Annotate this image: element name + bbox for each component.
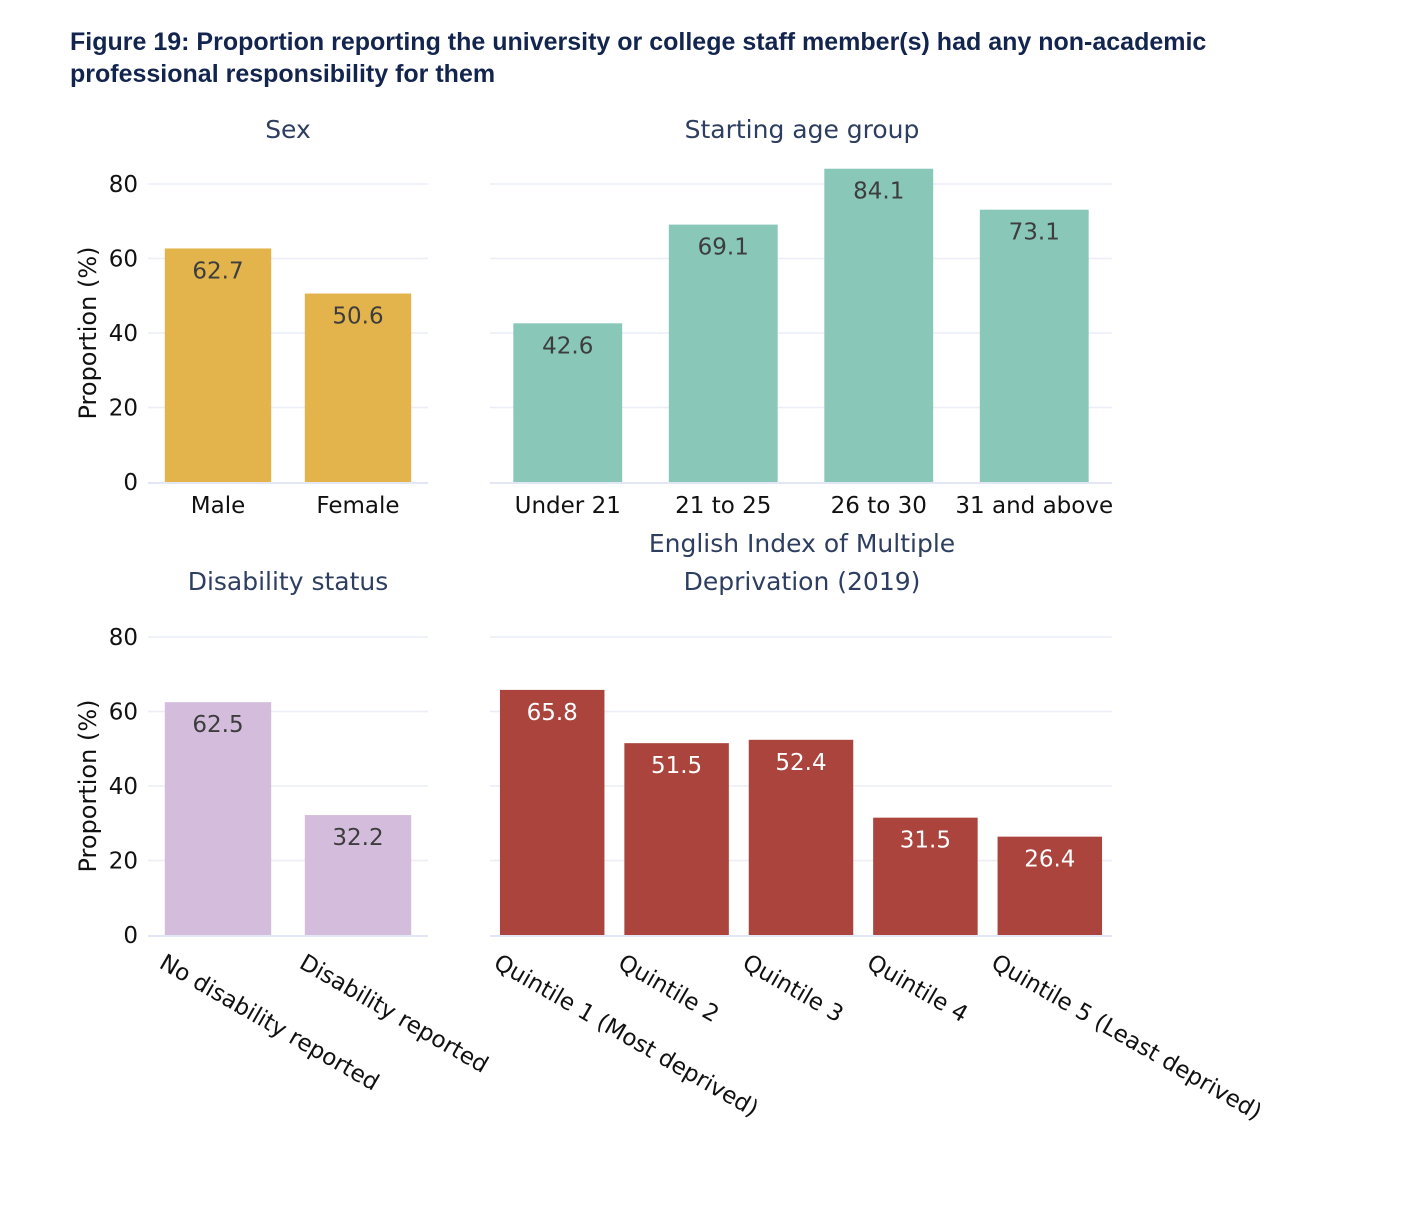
y-tick-label: 40	[109, 321, 138, 347]
y-tick-label: 80	[109, 172, 138, 198]
bar	[668, 224, 778, 483]
bar	[997, 836, 1103, 935]
bar-value-label: 50.6	[332, 304, 383, 330]
y-axis-label: Proportion (%)	[74, 247, 102, 420]
bar	[164, 248, 272, 482]
bar	[824, 168, 934, 483]
bar	[748, 739, 854, 935]
bar-value-label: 26.4	[1024, 847, 1075, 873]
bar-value-label: 52.4	[775, 750, 826, 776]
panel-title: Deprivation (2019)	[684, 567, 921, 596]
x-tick-label: 26 to 30	[831, 493, 927, 519]
bar	[499, 689, 605, 935]
panel-title: English Index of Multiple	[649, 529, 955, 558]
bar-value-label: 62.7	[192, 258, 243, 284]
x-tick-label: No disability reported	[155, 950, 383, 1097]
bar-value-label: 69.1	[698, 235, 749, 261]
bar	[304, 293, 412, 482]
bar-value-label: 73.1	[1009, 220, 1060, 246]
bar-value-label: 51.5	[651, 753, 702, 779]
panel-title: Sex	[265, 115, 311, 144]
panel-title: Starting age group	[685, 115, 920, 144]
panel-english-index-of-multiple-deprivation-2019: English Index of Multiple Deprivation (20…	[489, 529, 1266, 1126]
x-tick-label: Female	[316, 493, 399, 519]
panel-sex: 0 20 40 60 80 Proportion (%) Sex 62.7 Male 50.6 Fe…	[74, 115, 428, 519]
bar-value-label: 42.6	[542, 333, 593, 359]
bar-value-label: 32.2	[332, 825, 383, 851]
y-tick-label: 40	[109, 774, 138, 800]
y-tick-label: 60	[109, 700, 138, 726]
bar	[164, 702, 272, 935]
bar	[873, 817, 978, 935]
bar	[513, 323, 623, 482]
bar	[979, 209, 1089, 482]
panel-disability-status: 0 20 40 60 80 Proportion (%) Disability status…	[74, 567, 492, 1096]
x-tick-label: 21 to 25	[675, 493, 771, 519]
x-tick-label: Quintile 2	[614, 950, 724, 1028]
y-tick-label: 0	[123, 923, 138, 949]
bar	[624, 743, 729, 935]
bar-value-label: 84.1	[853, 179, 904, 205]
y-tick-label: 60	[109, 247, 138, 273]
x-tick-label: Quintile 5 (Least deprived)	[987, 950, 1266, 1126]
x-tick-label: 31 and above	[955, 493, 1113, 519]
x-tick-label: Quintile 4	[862, 950, 972, 1028]
y-tick-label: 0	[123, 470, 138, 496]
y-tick-label: 20	[109, 849, 138, 875]
x-tick-label: Quintile 3	[738, 950, 848, 1028]
y-tick-label: 80	[109, 625, 138, 651]
bar-value-label: 65.8	[527, 700, 578, 726]
bar	[304, 815, 412, 935]
panel-starting-age-group: Starting age group 42.6 Under 21 69.1 21 to …	[490, 115, 1113, 519]
panel-title: Disability status	[188, 567, 389, 596]
bar-value-label: 31.5	[900, 828, 951, 854]
figure-title: Figure 19: Proportion reporting the univ…	[70, 28, 1207, 88]
x-tick-label: Under 21	[515, 493, 621, 519]
bar-value-label: 62.5	[192, 712, 243, 738]
y-tick-label: 20	[109, 396, 138, 422]
x-tick-label: Male	[191, 493, 245, 519]
y-axis-label: Proportion (%)	[74, 700, 102, 873]
